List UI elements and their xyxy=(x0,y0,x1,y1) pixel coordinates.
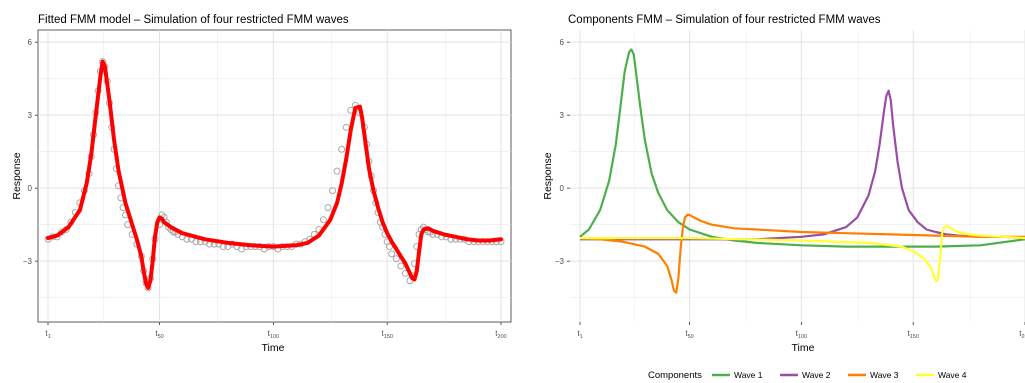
x-tick-label: t200 xyxy=(495,329,506,340)
y-tick-label: 0 xyxy=(28,184,33,193)
x-tick-label: t1 xyxy=(577,329,582,340)
legend-label: Wave 2 xyxy=(802,370,831,380)
component-curve-wave-4 xyxy=(580,224,1025,282)
right-component-curves xyxy=(579,48,1025,294)
left-y-axis-title: Response xyxy=(11,152,23,199)
observed-point xyxy=(397,262,405,270)
observed-point xyxy=(319,216,327,224)
right-y-axis-title: Response xyxy=(542,152,554,199)
component-curve-wave-1 xyxy=(579,48,1025,248)
left-gridlines xyxy=(38,30,511,322)
observed-point xyxy=(333,167,341,175)
y-tick-label: 6 xyxy=(28,38,33,47)
x-tick-label: t200 xyxy=(1019,329,1025,340)
right-y-axis: −3 0 3 6 xyxy=(555,38,570,266)
right-x-axis-title: Time xyxy=(792,342,815,354)
right-panel: Components FMM – Simulation of four rest… xyxy=(542,14,1025,381)
legend-label: Wave 4 xyxy=(938,370,967,380)
observed-point xyxy=(392,255,400,263)
left-x-axis: t1 t50 t100 t150 t200 xyxy=(45,322,507,340)
x-tick-label: t50 xyxy=(155,329,163,340)
right-plot-panel xyxy=(570,30,1025,322)
observed-point xyxy=(388,250,396,258)
observed-point xyxy=(338,145,346,153)
legend-title: Components xyxy=(648,370,702,381)
left-chart-title: Fitted FMM model – Simulation of four re… xyxy=(38,14,349,26)
components-legend: Components Wave 1 Wave 2 Wave 3 Wave 4 xyxy=(648,370,967,381)
y-tick-label: 6 xyxy=(560,38,565,47)
x-tick-label: t100 xyxy=(796,329,807,340)
fitted-curve-line xyxy=(46,59,503,290)
y-tick-label: 3 xyxy=(28,111,33,120)
left-plot-panel xyxy=(37,29,512,323)
observed-point xyxy=(342,123,350,131)
left-fitted-curve xyxy=(46,59,503,290)
x-tick-label: t150 xyxy=(907,329,918,340)
legend-label: Wave 3 xyxy=(870,370,899,380)
y-tick-label: −3 xyxy=(555,257,565,266)
left-y-axis: −3 0 3 6 xyxy=(23,38,38,266)
observed-point xyxy=(324,204,332,212)
y-tick-label: 3 xyxy=(560,111,565,120)
left-panel: Fitted FMM model – Simulation of four re… xyxy=(11,14,512,354)
right-gridlines xyxy=(570,30,1025,322)
x-tick-label: t50 xyxy=(685,329,693,340)
x-tick-label: t1 xyxy=(45,329,50,340)
legend-label: Wave 1 xyxy=(734,370,763,380)
y-tick-label: −3 xyxy=(23,257,33,266)
x-tick-label: t150 xyxy=(381,329,392,340)
component-curve-wave-3 xyxy=(579,213,1025,294)
left-x-axis-title: Time xyxy=(262,342,285,354)
x-tick-label: t100 xyxy=(268,329,279,340)
right-chart-title: Components FMM – Simulation of four rest… xyxy=(568,14,881,26)
observed-point xyxy=(329,187,337,195)
y-tick-label: 0 xyxy=(560,184,565,193)
right-x-axis: t1 t50 t100 t150 t200 xyxy=(577,322,1025,340)
